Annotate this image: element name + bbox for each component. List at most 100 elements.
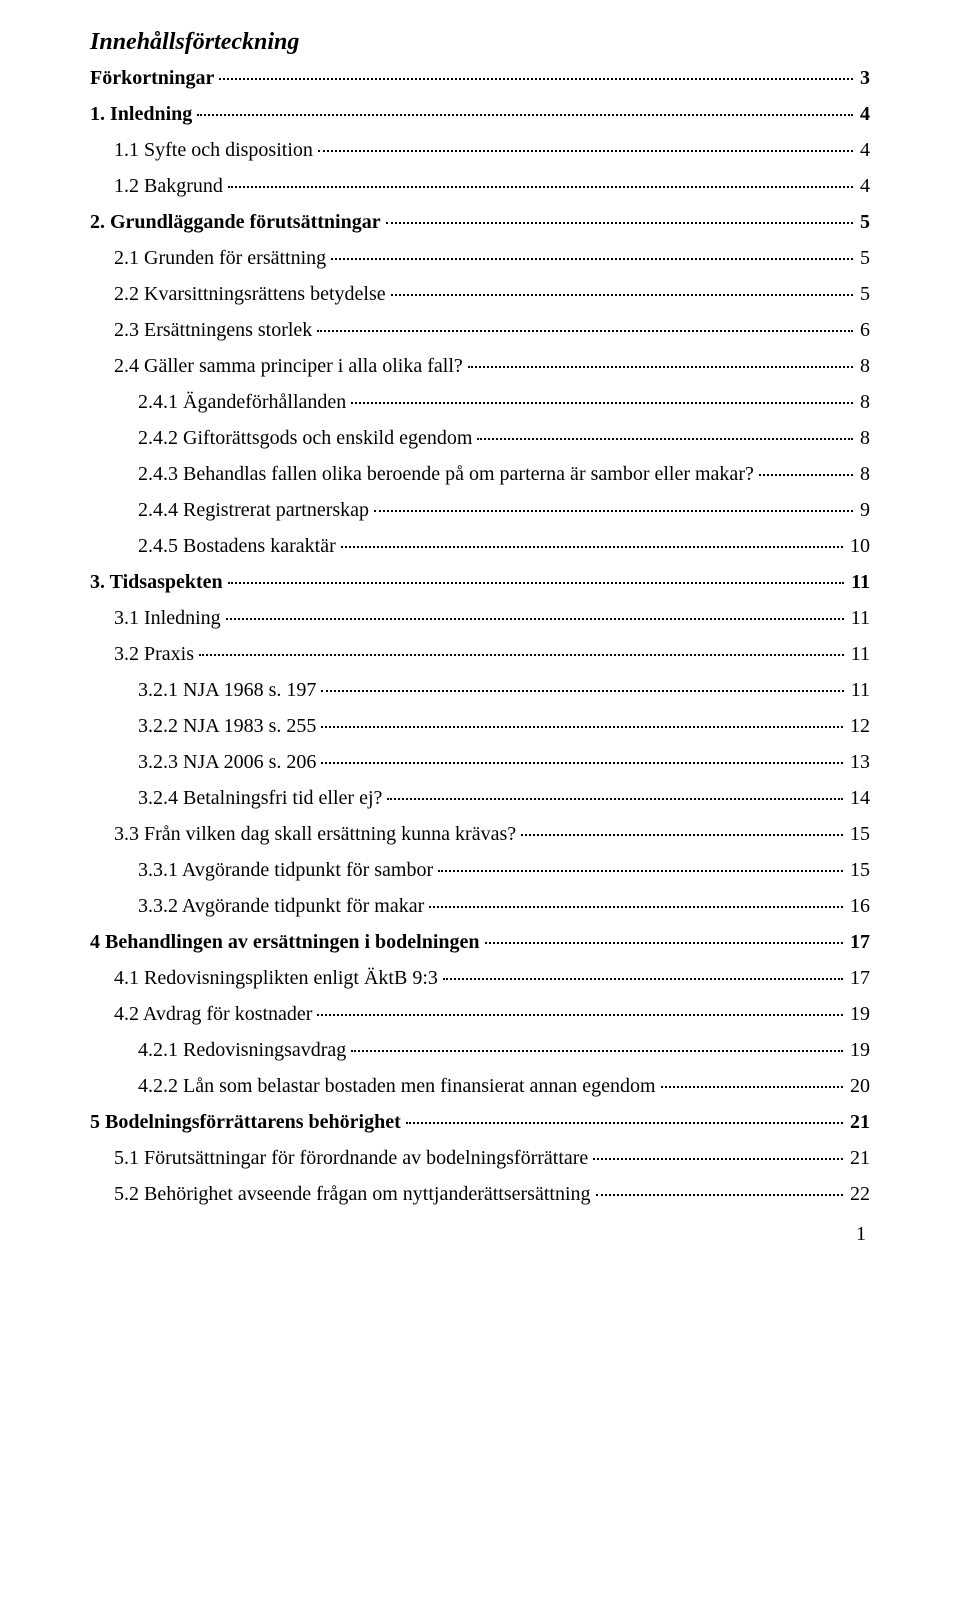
toc-entry-label[interactable]: 3.1 Inledning xyxy=(114,608,223,628)
toc-leader xyxy=(331,258,853,260)
toc-entry-label[interactable]: 2.3 Ersättningens storlek xyxy=(114,320,314,340)
toc-entry-page[interactable]: 5 xyxy=(856,284,870,304)
toc-entry-label[interactable]: 2.2 Kvarsittningsrättens betydelse xyxy=(114,284,388,304)
toc-entry-label[interactable]: 4.1 Redovisningsplikten enligt ÄktB 9:3 xyxy=(114,968,440,988)
toc-entry-page[interactable]: 19 xyxy=(846,1004,870,1024)
toc-entry: 3.3.1 Avgörande tidpunkt för sambor 15 xyxy=(90,860,870,880)
toc-leader xyxy=(596,1194,843,1196)
toc-entry-page[interactable]: 4 xyxy=(856,140,870,160)
toc-entry-page[interactable]: 17 xyxy=(846,932,870,952)
toc-entry: 3.2.2 NJA 1983 s. 255 12 xyxy=(90,716,870,736)
toc-entry: 3.2.1 NJA 1968 s. 197 11 xyxy=(90,680,870,700)
toc-entry-label[interactable]: 5.2 Behörighet avseende frågan om nyttja… xyxy=(114,1184,593,1204)
toc-entry: 4.2 Avdrag för kostnader 19 xyxy=(90,1004,870,1024)
toc-entry: 3.2.3 NJA 2006 s. 206 13 xyxy=(90,752,870,772)
toc-entry-page[interactable]: 4 xyxy=(856,176,870,196)
toc-entry: 3.1 Inledning 11 xyxy=(90,608,870,628)
toc-leader xyxy=(468,366,853,368)
toc-entry-label[interactable]: 3. Tidsaspekten xyxy=(90,572,225,592)
toc-entry-label[interactable]: 2.4.4 Registrerat partnerskap xyxy=(138,500,371,520)
toc-entry-page[interactable]: 11 xyxy=(847,572,870,592)
toc-entry-label[interactable]: 2.4.2 Giftorättsgods och enskild egendom xyxy=(138,428,474,448)
toc-leader xyxy=(387,798,843,800)
toc-entry-label[interactable]: Förkortningar xyxy=(90,68,216,88)
toc-entry-page[interactable]: 22 xyxy=(846,1184,870,1204)
toc-title: Innehållsförteckning xyxy=(90,30,870,54)
toc-entry-page[interactable]: 11 xyxy=(847,608,870,628)
toc-entry-page[interactable]: 9 xyxy=(856,500,870,520)
toc-entry-label[interactable]: 2.4.1 Ägandeförhållanden xyxy=(138,392,348,412)
toc-leader xyxy=(317,330,853,332)
toc-leader xyxy=(351,1050,843,1052)
toc-entry-label[interactable]: 4 Behandlingen av ersättningen i bodelni… xyxy=(90,932,482,952)
toc-entry-label[interactable]: 1.2 Bakgrund xyxy=(114,176,225,196)
toc-entry-label[interactable]: 4.2.1 Redovisningsavdrag xyxy=(138,1040,348,1060)
toc-entry: 2. Grundläggande förutsättningar 5 xyxy=(90,212,870,232)
toc-entry-page[interactable]: 20 xyxy=(846,1076,870,1096)
toc-entry-page[interactable]: 6 xyxy=(856,320,870,340)
toc-entry: 3.2 Praxis 11 xyxy=(90,644,870,664)
toc-entry: 3.3.2 Avgörande tidpunkt för makar 16 xyxy=(90,896,870,916)
toc-entry-page[interactable]: 11 xyxy=(847,680,870,700)
toc-entry: 1.1 Syfte och disposition 4 xyxy=(90,140,870,160)
toc-entry-page[interactable]: 11 xyxy=(847,644,870,664)
toc-leader xyxy=(759,474,853,476)
toc-leader xyxy=(406,1122,843,1124)
toc-entry-page[interactable]: 8 xyxy=(856,464,870,484)
toc-entry-page[interactable]: 15 xyxy=(846,860,870,880)
toc-entry-label[interactable]: 2. Grundläggande förutsättningar xyxy=(90,212,383,232)
toc-entry-page[interactable]: 14 xyxy=(846,788,870,808)
toc-leader xyxy=(318,150,853,152)
toc-entry-label[interactable]: 2.4.5 Bostadens karaktär xyxy=(138,536,338,556)
toc-entry-page[interactable]: 5 xyxy=(856,248,870,268)
toc-entry-page[interactable]: 21 xyxy=(846,1148,870,1168)
toc-entry-label[interactable]: 3.2.2 NJA 1983 s. 255 xyxy=(138,716,318,736)
toc-entry-label[interactable]: 3.2 Praxis xyxy=(114,644,196,664)
toc-leader xyxy=(321,726,843,728)
toc-leader xyxy=(661,1086,843,1088)
toc-entry: 3.2.4 Betalningsfri tid eller ej? 14 xyxy=(90,788,870,808)
toc-entry-label[interactable]: 4.2.2 Lån som belastar bostaden men fina… xyxy=(138,1076,658,1096)
toc-leader xyxy=(321,690,843,692)
toc-entry-label[interactable]: 3.3.2 Avgörande tidpunkt för makar xyxy=(138,896,426,916)
toc-leader xyxy=(593,1158,843,1160)
toc-entry-label[interactable]: 5.1 Förutsättningar för förordnande av b… xyxy=(114,1148,590,1168)
toc-leader xyxy=(341,546,843,548)
toc-entry-label[interactable]: 5 Bodelningsförrättarens behörighet xyxy=(90,1112,403,1132)
toc-entry-page[interactable]: 8 xyxy=(856,356,870,376)
toc-leader xyxy=(321,762,843,764)
toc-entry-label[interactable]: 3.3 Från vilken dag skall ersättning kun… xyxy=(114,824,518,844)
toc-entry-page[interactable]: 16 xyxy=(846,896,870,916)
toc-entry-page[interactable]: 13 xyxy=(846,752,870,772)
toc-entry-label[interactable]: 2.4.3 Behandlas fallen olika beroende på… xyxy=(138,464,756,484)
toc-entry-page[interactable]: 10 xyxy=(846,536,870,556)
toc-entry-label[interactable]: 3.2.4 Betalningsfri tid eller ej? xyxy=(138,788,384,808)
toc-entry-page[interactable]: 8 xyxy=(856,428,870,448)
toc-entry-page[interactable]: 4 xyxy=(856,104,870,124)
toc-entry-label[interactable]: 3.2.1 NJA 1968 s. 197 xyxy=(138,680,318,700)
toc-entry-label[interactable]: 2.1 Grunden för ersättning xyxy=(114,248,328,268)
toc-entry-page[interactable]: 15 xyxy=(846,824,870,844)
toc-entry-page[interactable]: 17 xyxy=(846,968,870,988)
toc-entry-page[interactable]: 21 xyxy=(846,1112,870,1132)
toc-entry-label[interactable]: 4.2 Avdrag för kostnader xyxy=(114,1004,314,1024)
toc-entry-label[interactable]: 1.1 Syfte och disposition xyxy=(114,140,315,160)
toc-entry-page[interactable]: 8 xyxy=(856,392,870,412)
toc-entry-page[interactable]: 19 xyxy=(846,1040,870,1060)
toc-entry: 3. Tidsaspekten 11 xyxy=(90,572,870,592)
toc-entry-label[interactable]: 3.3.1 Avgörande tidpunkt för sambor xyxy=(138,860,435,880)
toc-leader xyxy=(228,582,844,584)
toc-entry-page[interactable]: 3 xyxy=(856,68,870,88)
toc-entry-label[interactable]: 3.2.3 NJA 2006 s. 206 xyxy=(138,752,318,772)
toc-entry-page[interactable]: 5 xyxy=(856,212,870,232)
toc-entry: 3.3 Från vilken dag skall ersättning kun… xyxy=(90,824,870,844)
toc-entry: 1.2 Bakgrund 4 xyxy=(90,176,870,196)
toc-entry: 2.4.2 Giftorättsgods och enskild egendom… xyxy=(90,428,870,448)
toc-leader xyxy=(226,618,844,620)
toc-entry-label[interactable]: 1. Inledning xyxy=(90,104,194,124)
toc-entry-page[interactable]: 12 xyxy=(846,716,870,736)
toc-entry: 1. Inledning 4 xyxy=(90,104,870,124)
toc-entry: 4.2.2 Lån som belastar bostaden men fina… xyxy=(90,1076,870,1096)
page-number: 1 xyxy=(90,1224,870,1244)
toc-entry-label[interactable]: 2.4 Gäller samma principer i alla olika … xyxy=(114,356,465,376)
